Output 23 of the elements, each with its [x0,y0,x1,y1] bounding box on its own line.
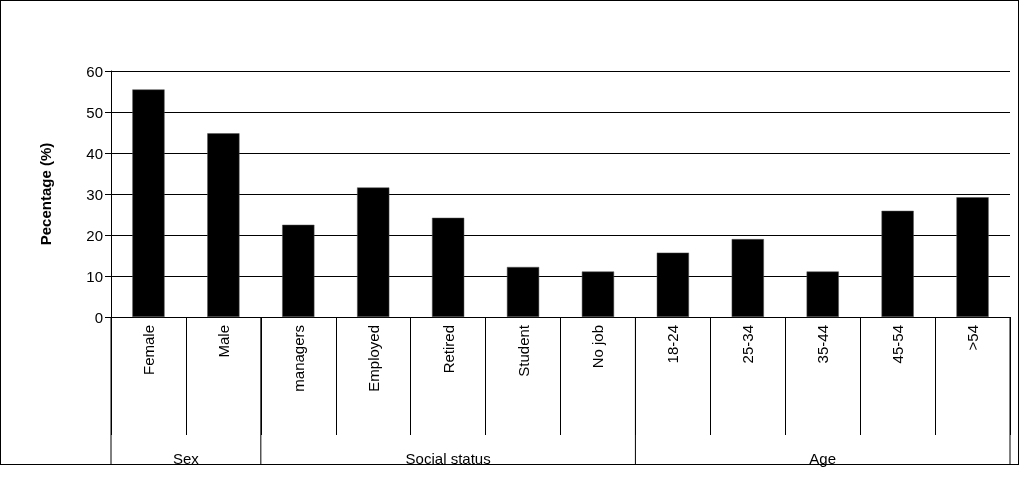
x-tick-label: Male [214,325,232,358]
y-tick-label: 0 [94,308,103,326]
x-tick-label: No job [589,325,607,369]
x-tick-label: managers [289,325,307,392]
x-tick-label: Student [514,324,532,377]
x-tick-label: 45-54 [889,325,907,364]
x-tick-label: Female [139,325,157,376]
y-tick-label: 60 [86,62,103,80]
y-tick-label: 50 [86,103,103,121]
text: Sex [172,449,200,467]
y-tick-label: 10 [86,267,103,285]
x-tick-label: 25-34 [739,325,757,364]
y-axis-title: Pecentage (%) [37,142,54,246]
x-tick-label: >54 [964,325,982,351]
text: Age [809,449,837,467]
x-tick-label: 35-44 [814,325,832,364]
y-tick-label: 30 [86,185,103,203]
x-tick-label: Employed [364,325,382,392]
y-tick-label: 40 [86,144,103,162]
y-tick-label: 20 [86,226,103,244]
x-tick-label: Retired [439,325,457,374]
x-tick-label: 18-24 [664,325,682,364]
text: Social status [405,449,491,467]
